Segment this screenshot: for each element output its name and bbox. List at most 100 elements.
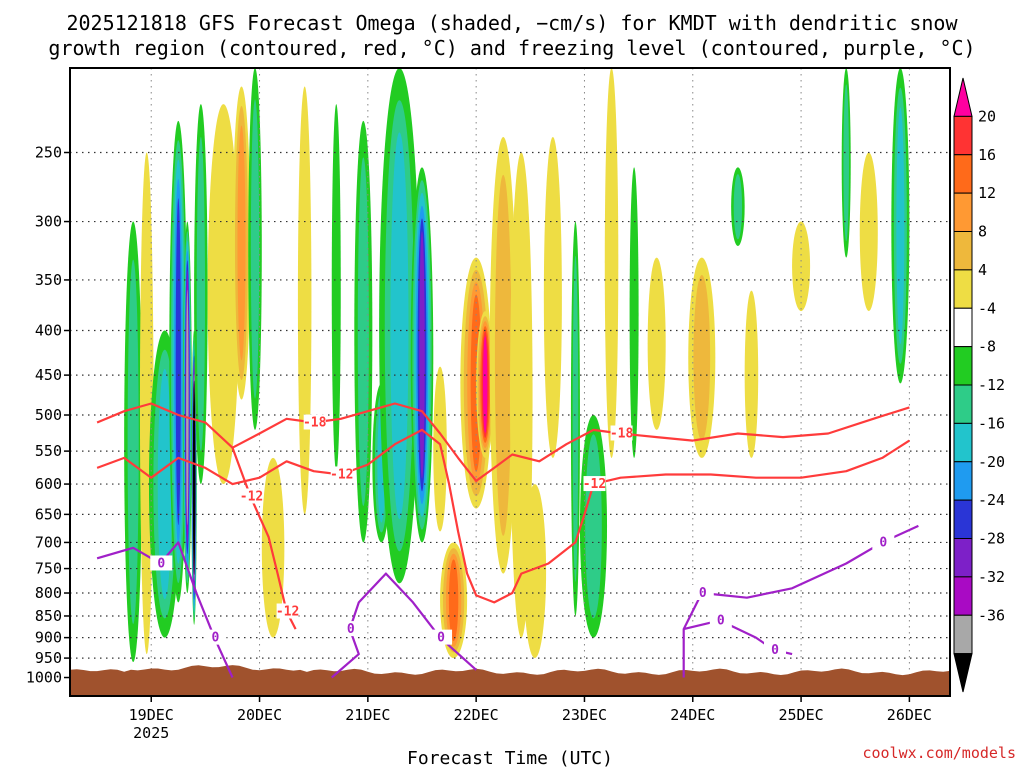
omega-feature bbox=[194, 104, 208, 485]
colorbar-label: -20 bbox=[978, 453, 1005, 471]
contour-label: 0 bbox=[717, 613, 725, 628]
omega-feature bbox=[731, 167, 745, 246]
contour-label-bg bbox=[583, 476, 606, 492]
omega-shade-band bbox=[733, 174, 743, 240]
omega-shade-band bbox=[237, 125, 246, 361]
colorbar-label: 8 bbox=[978, 223, 987, 241]
colorbar-label: -28 bbox=[978, 530, 1005, 548]
colorbar-swatch bbox=[953, 192, 973, 232]
colorbar-top-arrow bbox=[953, 77, 973, 117]
y-tick-label: 800 bbox=[35, 584, 62, 602]
y-tick-label: 700 bbox=[35, 533, 62, 551]
omega-feature bbox=[297, 86, 312, 515]
omega-feature bbox=[604, 68, 619, 458]
chart-title-line-2: growth region (contoured, red, °C) and f… bbox=[48, 36, 975, 60]
omega-feature bbox=[647, 257, 666, 430]
contour-label: -12 bbox=[330, 467, 353, 482]
colorbar-label: -4 bbox=[978, 299, 996, 317]
plot-frame bbox=[69, 67, 951, 697]
omega-shade-band bbox=[331, 104, 341, 472]
x-tick-label: 25DEC bbox=[778, 706, 823, 724]
omega-shade-band bbox=[629, 167, 639, 458]
x-tick-label: 26DEC bbox=[887, 706, 932, 724]
omega-feature bbox=[207, 104, 240, 485]
x-tick-label: 24DEC bbox=[670, 706, 715, 724]
y-tick-label: 350 bbox=[35, 271, 62, 289]
colorbar-swatch bbox=[953, 576, 973, 616]
x-tick-sublabel: 2025 bbox=[133, 724, 169, 742]
terrain-layer bbox=[70, 665, 950, 696]
colorbar-swatch bbox=[953, 346, 973, 386]
colorbar: 20 16 12 8 4 -4 -8 -12 -16 -20 -24 -28 -32 -36 bbox=[953, 77, 1005, 693]
omega-shade-band bbox=[448, 559, 459, 642]
omega-feature bbox=[841, 68, 851, 258]
omega-shade-band bbox=[250, 99, 260, 399]
colorbar-swatch bbox=[953, 384, 973, 424]
colorbar-label: 12 bbox=[978, 184, 996, 202]
contour-label-bg bbox=[276, 603, 299, 619]
colorbar-swatch bbox=[953, 115, 973, 156]
contour-label-bg bbox=[430, 629, 453, 645]
omega-feature bbox=[523, 484, 547, 659]
y-tick-label: 650 bbox=[35, 505, 62, 523]
omega-shading-layer bbox=[124, 68, 910, 663]
omega-shade-band bbox=[843, 84, 849, 242]
colorbar-swatch bbox=[953, 231, 973, 271]
x-tick-label: 19DEC bbox=[129, 706, 174, 724]
dendritic-contour-line bbox=[96, 428, 910, 604]
omega-shade-band bbox=[192, 386, 196, 569]
x-tick-label: 22DEC bbox=[454, 706, 499, 724]
contour-label-bg bbox=[240, 488, 263, 504]
omega-shade-band bbox=[523, 484, 547, 659]
contour-label-bg bbox=[150, 555, 173, 571]
contour-label: 0 bbox=[211, 631, 219, 646]
omega-shade-band bbox=[261, 457, 285, 638]
contour-label-bg bbox=[330, 466, 353, 482]
colorbar-label: -32 bbox=[978, 568, 1005, 586]
omega-shade-band bbox=[585, 434, 602, 619]
colorbar-label: -16 bbox=[978, 414, 1005, 432]
y-tick-label: 850 bbox=[35, 607, 62, 625]
y-tick-label: 950 bbox=[35, 649, 62, 667]
contour-label: -12 bbox=[240, 489, 263, 504]
colorbar-label: -24 bbox=[978, 491, 1005, 509]
colorbar-label: -8 bbox=[978, 338, 996, 356]
omega-shade-band bbox=[482, 336, 488, 433]
terrain-fill bbox=[70, 665, 950, 696]
y-tick-label: 500 bbox=[35, 406, 62, 424]
colorbar-swatch bbox=[953, 154, 973, 194]
y-tick-label: 600 bbox=[35, 475, 62, 493]
contour-label-bg bbox=[709, 612, 732, 628]
omega-feature bbox=[688, 257, 716, 458]
x-tick-label: 21DEC bbox=[345, 706, 390, 724]
x-tick-label: 20DEC bbox=[237, 706, 282, 724]
omega-shade-band bbox=[693, 274, 711, 441]
omega-feature bbox=[232, 86, 251, 400]
contour-label-bg bbox=[339, 621, 362, 637]
colorbar-swatch bbox=[953, 422, 973, 463]
chart-title-line-1: 2025121818 GFS Forecast Omega (shaded, −… bbox=[66, 11, 958, 35]
colorbar-swatch bbox=[953, 269, 973, 309]
omega-shade-band bbox=[543, 137, 562, 458]
contour-label: -12 bbox=[583, 477, 606, 492]
colorbar-label: 4 bbox=[978, 261, 987, 279]
omega-shade-band bbox=[357, 157, 369, 506]
omega-feature bbox=[354, 120, 373, 543]
credit-text[interactable]: coolwx.com/models bbox=[862, 744, 1016, 762]
omega-feature bbox=[543, 137, 562, 458]
omega-shade-band bbox=[390, 132, 409, 519]
omega-feature bbox=[124, 221, 143, 663]
y-tick-label: 900 bbox=[35, 629, 62, 647]
omega-shade-band bbox=[896, 107, 905, 345]
y-tick-label: 300 bbox=[35, 213, 62, 231]
contour-label-bg bbox=[610, 425, 633, 441]
contour-label: 0 bbox=[347, 622, 355, 637]
contour-label-bg bbox=[764, 642, 786, 658]
omega-shade-band bbox=[859, 152, 878, 312]
y-tick-label: 550 bbox=[35, 442, 62, 460]
omega-shade-band bbox=[127, 259, 139, 624]
omega-feature bbox=[859, 152, 878, 312]
